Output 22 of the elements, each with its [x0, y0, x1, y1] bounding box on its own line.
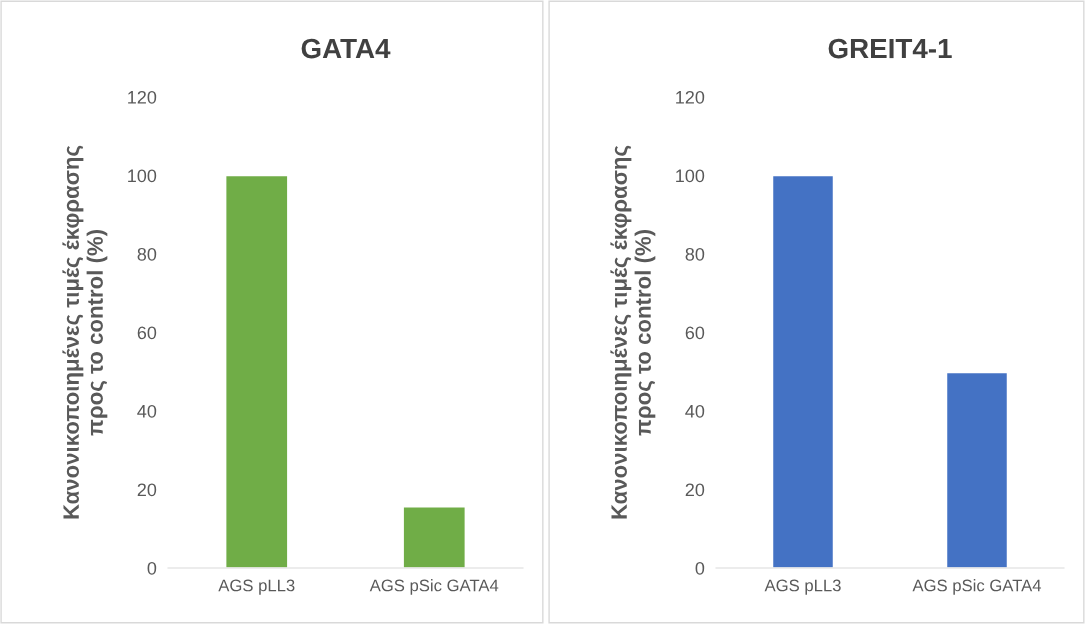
y-tick-label: 0 [695, 561, 705, 575]
x-tick-label: AGS pSic GATA4 [369, 579, 499, 595]
y-tick-label: 60 [685, 326, 705, 340]
y-tick-label: 40 [137, 404, 157, 418]
x-tick-label: AGS pLL3 [764, 579, 841, 595]
y-tick-label: 120 [676, 90, 705, 104]
y-tick-label: 120 [128, 90, 157, 104]
x-tick-label: AGS pLL3 [218, 579, 295, 595]
y-tick-label: 20 [137, 483, 157, 497]
y-tick-label: 20 [685, 483, 705, 497]
y-axis-title: Κανονικοποιημένες τιμές έκφρασης προς το control (%) [610, 145, 656, 519]
y-tick-label: 60 [137, 326, 157, 340]
y-tick-label: 80 [685, 247, 705, 261]
y-tick-label: 100 [676, 169, 705, 183]
y-tick-label: 80 [137, 247, 157, 261]
chart-title: GATA4 [301, 38, 391, 59]
y-tick-label: 100 [128, 169, 157, 183]
y-axis-title: Κανονικοποιημένες τιμές έκφρασης προς το control (%) [62, 145, 108, 519]
x-tick-label: AGS pSic GATA4 [912, 579, 1042, 595]
y-tick-label: 0 [147, 561, 157, 575]
y-tick-label: 40 [685, 404, 705, 418]
chart-title: GREIT4-1 [828, 38, 952, 59]
